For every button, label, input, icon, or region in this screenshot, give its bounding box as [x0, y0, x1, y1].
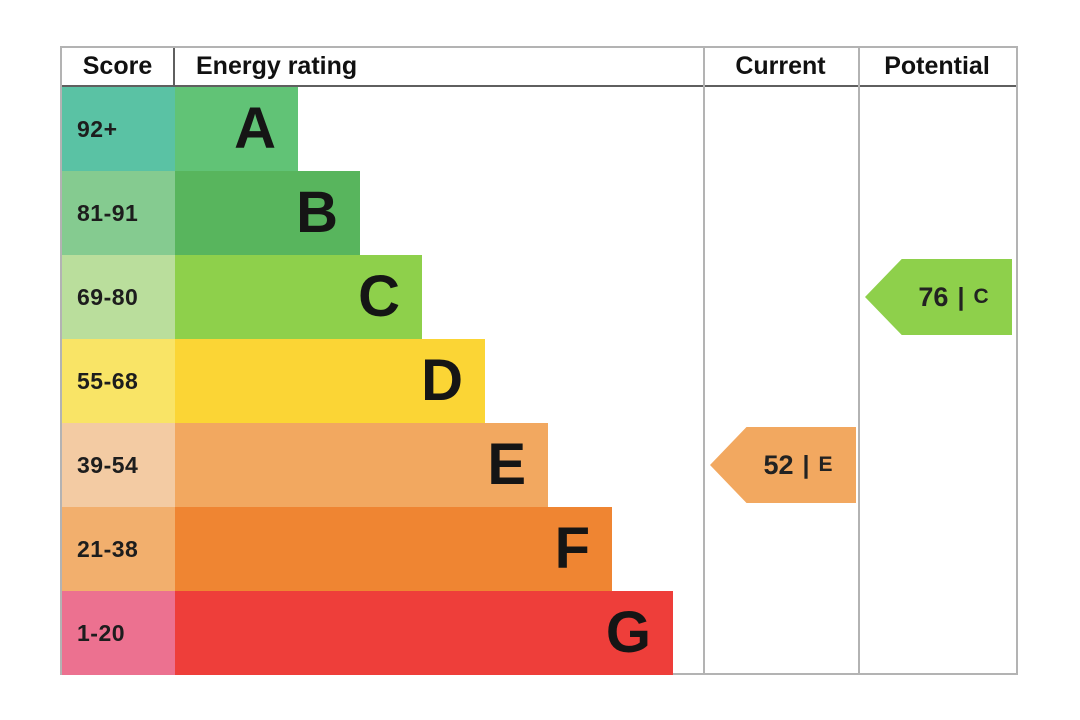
band-row-f: 21-38 F: [62, 507, 703, 591]
score-range-a: 92+: [62, 87, 175, 171]
band-letter-e: E: [487, 432, 526, 497]
current-column-divider: [703, 48, 705, 673]
band-letter-b: B: [296, 180, 338, 245]
band-letter-c: C: [358, 264, 400, 329]
header-current: Current: [735, 52, 826, 80]
potential-column-divider: [858, 48, 860, 673]
current-marker-arrow: 52 | E: [710, 427, 856, 503]
rating-bar-b: B: [175, 171, 360, 255]
potential-rating-letter: C: [973, 285, 989, 308]
header-row: Score Energy rating Current Potential: [62, 48, 1016, 87]
score-range-b: 81-91: [62, 171, 175, 255]
rating-bands: 92+ A 81-91 B 69-80 C 55-68 D 39-54 E 21-38 F 1-20 G: [62, 87, 703, 675]
rating-bar-g: G: [175, 591, 673, 675]
score-range-e: 39-54: [62, 423, 175, 507]
potential-separator: |: [957, 282, 965, 311]
band-row-d: 55-68 D: [62, 339, 703, 423]
potential-score-value: 76: [918, 281, 949, 312]
header-potential: Potential: [884, 52, 990, 80]
band-letter-g: G: [605, 600, 651, 665]
current-score-value: 52: [763, 449, 794, 480]
epc-chart: Score Energy rating Current Potential 92…: [60, 46, 1018, 675]
score-range-c: 69-80: [62, 255, 175, 339]
band-letter-a: A: [234, 96, 276, 161]
score-range-g: 1-20: [62, 591, 175, 675]
rating-bar-c: C: [175, 255, 422, 339]
score-range-d: 55-68: [62, 339, 175, 423]
band-letter-d: D: [421, 348, 463, 413]
header-score: Score: [62, 48, 175, 85]
current-separator: |: [802, 450, 810, 479]
rating-bar-a: A: [175, 87, 298, 171]
rating-bar-e: E: [175, 423, 548, 507]
rating-bar-d: D: [175, 339, 485, 423]
band-letter-f: F: [554, 516, 590, 581]
rating-bar-f: F: [175, 507, 612, 591]
band-row-g: 1-20 G: [62, 591, 703, 675]
band-row-a: 92+ A: [62, 87, 703, 171]
score-range-f: 21-38: [62, 507, 175, 591]
band-row-e: 39-54 E: [62, 423, 703, 507]
band-row-c: 69-80 C: [62, 255, 703, 339]
potential-marker-arrow: 76 | C: [865, 259, 1012, 335]
current-rating-letter: E: [818, 453, 833, 476]
band-row-b: 81-91 B: [62, 171, 703, 255]
header-energy-rating: Energy rating: [196, 52, 358, 80]
